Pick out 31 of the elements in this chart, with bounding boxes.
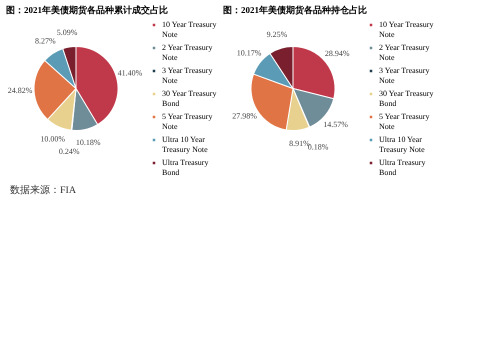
data-label: 10.18%	[76, 138, 101, 148]
legend-label: 5 Year Treasury Note	[379, 112, 430, 131]
legend-label: 3 Year Treasury Note	[379, 66, 430, 85]
data-label: 9.25%	[266, 30, 288, 39]
chart-title: 图：2021年美债期货各品种持仓占比	[223, 5, 367, 15]
data-label: 41.40%	[118, 68, 143, 78]
data-label: 8.27%	[34, 36, 56, 46]
data-label: 14.57%	[323, 120, 348, 129]
data-label: 28.94%	[324, 49, 350, 58]
data-label: 0.24%	[58, 147, 80, 156]
legend-label: 3 Year Treasury Note	[162, 66, 212, 85]
legend-label: 10 Year Treasury Note	[379, 20, 434, 39]
legend-label: Ultra 10 Year Treasury Note	[162, 135, 208, 154]
legend-label: 30 Year Treasury Bond	[162, 89, 216, 108]
legend-label: 10 Year Treasury Note	[162, 20, 216, 39]
legend-label: Ultra 10 Year Treasury Note	[379, 135, 426, 154]
data-label: 0.18%	[308, 142, 329, 152]
legend-label: 2 Year Treasury Note	[379, 43, 430, 62]
legend-label: Ultra Treasury Bond	[162, 158, 208, 177]
source-note: 数据来源：FIA	[10, 184, 78, 197]
data-label: 27.98%	[232, 112, 258, 121]
chart-title: 图：2021年美债期货各品种累计成交占比	[6, 5, 168, 15]
legend-label: 30 Year Treasury Bond	[379, 89, 434, 108]
data-label: 24.82%	[8, 86, 33, 96]
legend-label: Ultra Treasury Bond	[379, 158, 426, 177]
data-label: 5.09%	[56, 28, 78, 38]
legend-label: 5 Year Treasury Note	[162, 112, 212, 131]
data-label: 8.91%	[289, 139, 310, 148]
data-label: 10.00%	[40, 134, 66, 144]
data-label: 10.17%	[236, 48, 262, 58]
legend-label: 2 Year Treasury Note	[162, 43, 212, 62]
